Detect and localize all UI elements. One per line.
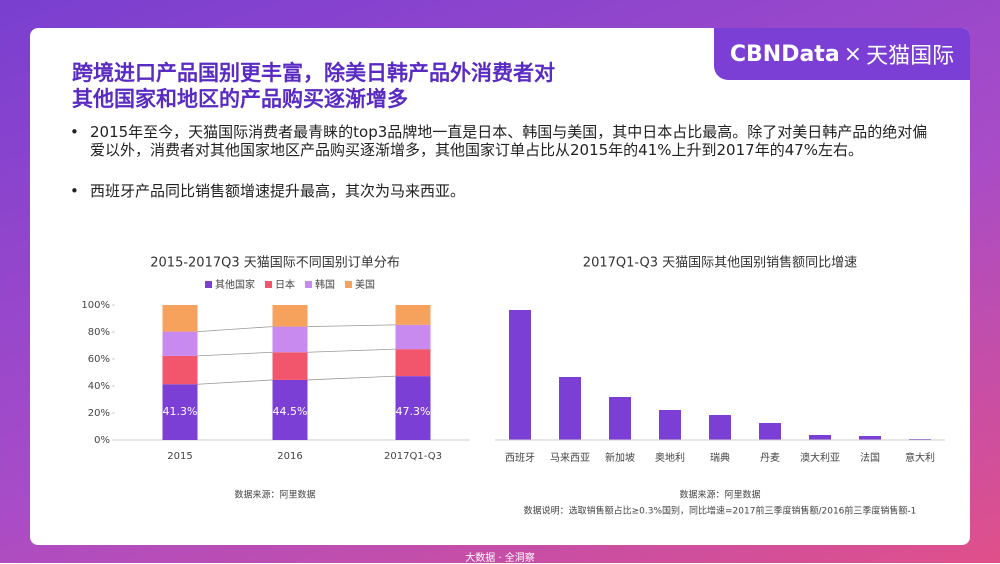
bullet-text: 西班牙产品同比销售额增速提升最高，其次为马来西亚。 [90, 182, 466, 200]
connector [197, 326, 273, 332]
bar-segment [272, 352, 308, 380]
logo-partner: 天猫国际 [866, 44, 955, 69]
note: 数据说明：选取销售额占比≥0.3%国别，同比增速=2017前三季度销售额/201… [524, 505, 917, 517]
x-tick-label: 法国 [860, 451, 880, 464]
bar [659, 410, 681, 440]
bar-segment [272, 379, 308, 440]
chart-title: 2015-2017Q3 天猫国际不同国别订单分布 [150, 256, 400, 271]
x-tick-label: 新加坡 [605, 451, 635, 464]
bar [509, 310, 531, 440]
connector [197, 351, 273, 357]
bar-segment [395, 324, 431, 350]
bar-segment [395, 305, 431, 325]
legend-swatch [265, 281, 272, 288]
y-tick-label: 60% [88, 354, 110, 365]
bar [759, 423, 781, 440]
y-tick-label: 20% [88, 408, 110, 419]
legend-label: 韩国 [315, 278, 335, 291]
x-tick-label: 丹麦 [760, 452, 780, 464]
logo: CBNData × 天猫国际 [714, 28, 970, 80]
bar [609, 397, 631, 440]
x-tick-label: 2016 [277, 451, 302, 462]
y-tick-label: 100% [81, 300, 110, 311]
x-tick-label: 澳大利亚 [800, 451, 840, 464]
x-tick-label: 西班牙 [505, 452, 535, 464]
value-label: 47.3% [396, 405, 431, 418]
value-label: 41.3% [163, 405, 198, 418]
connector [197, 379, 273, 385]
x-tick-label: 2017Q1-Q3 [384, 451, 442, 462]
bullet: 2015年至今，天猫国际消费者最青睐的top3品牌地一直是日本、韩国与美国，其中… [70, 123, 932, 159]
y-tick-label: 80% [88, 327, 110, 338]
x-tick-label: 奥地利 [655, 451, 685, 464]
x-tick-label: 马来西亚 [550, 452, 590, 464]
bar-segment [162, 305, 198, 332]
bar [709, 415, 731, 440]
bar [809, 435, 831, 440]
bar [859, 436, 881, 440]
legend-swatch [305, 281, 312, 288]
footer: 大数据 · 全洞察 [465, 553, 535, 564]
bar-segment [162, 331, 198, 356]
title: 跨境进口产品国别更丰富，除美日韩产品外消费者对 [72, 61, 555, 85]
chart-title: 2017Q1-Q3 天猫国际其他国别销售额同比增速 [583, 255, 857, 271]
legend-label: 其他国家 [215, 278, 255, 291]
bar-segment [162, 384, 198, 440]
legend-swatch [345, 281, 352, 288]
legend-label: 日本 [275, 278, 295, 291]
x-tick-label: 瑞典 [710, 451, 730, 464]
bullet: 西班牙产品同比销售额增速提升最高，其次为马来西亚。 [70, 182, 932, 200]
x-tick-label: 2015 [167, 451, 192, 462]
connector [307, 324, 396, 327]
bar [559, 377, 581, 440]
legend-swatch [205, 281, 212, 288]
bar-segment [272, 326, 308, 353]
logo-cross: × [843, 41, 863, 67]
source: 数据来源：阿里数据 [679, 489, 760, 501]
card [30, 28, 970, 545]
connector [307, 375, 396, 381]
y-tick-label: 40% [88, 381, 110, 392]
bullet-text: 2015年至今，天猫国际消费者最青睐的top3品牌地一直是日本、韩国与美国，其中… [90, 123, 928, 159]
bar-segment [395, 376, 431, 440]
bar-segment [162, 355, 198, 385]
y-tick-label: 0% [94, 435, 110, 446]
title: 其他国家和地区的产品购买逐渐增多 [72, 87, 408, 111]
legend-label: 美国 [355, 278, 375, 291]
connector [307, 348, 396, 353]
source: 数据来源：阿里数据 [234, 489, 315, 501]
value-label: 44.5% [273, 405, 308, 418]
bar-segment [272, 305, 308, 327]
bar-segment [395, 349, 431, 377]
x-tick-label: 意大利 [905, 451, 935, 464]
logo-brand: CBNData [729, 41, 840, 67]
